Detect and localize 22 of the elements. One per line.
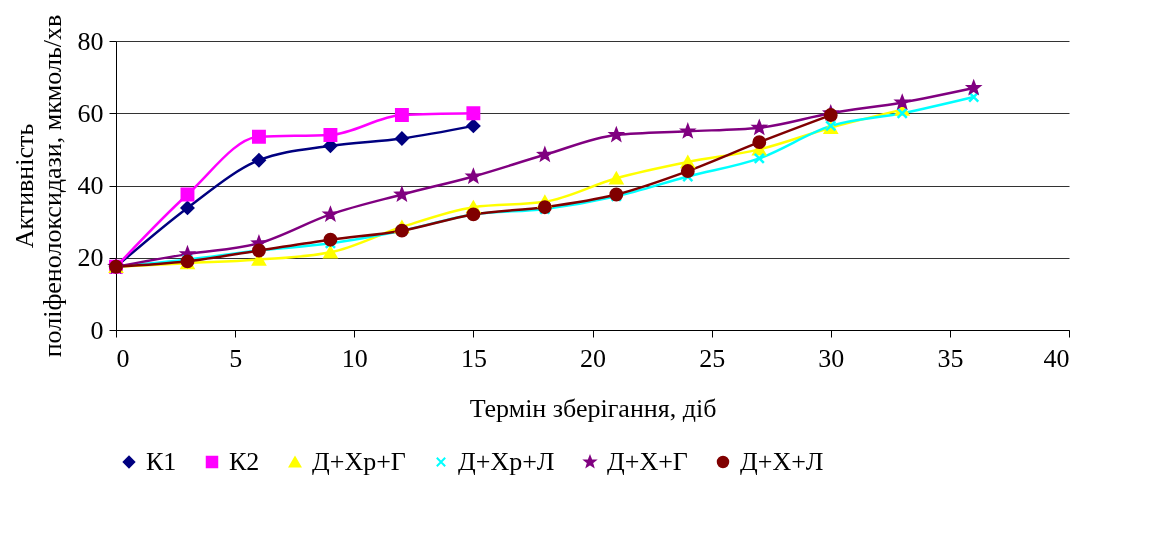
x-tick-label: 40 [1043, 343, 1070, 373]
legend-label: К2 [229, 447, 260, 476]
legend-label: Д+Х+Л [740, 447, 824, 476]
legend-label: Д+Хр+Г [312, 447, 406, 476]
x-tick-label: 5 [229, 343, 243, 373]
legend-label: Д+Хр+Л [458, 447, 555, 476]
legend-label: К1 [146, 447, 177, 476]
x-tick-label: 35 [937, 343, 964, 373]
x-axis-title: Термін зберігання, діб [469, 393, 717, 423]
x-tick-label: 10 [341, 343, 368, 373]
x-tick-label: 30 [818, 343, 845, 373]
y-tick-label: 20 [77, 243, 104, 273]
y-tick-label: 60 [77, 98, 104, 128]
y-tick-label: 0 [90, 315, 104, 345]
y-tick-label: 40 [77, 171, 104, 200]
x-tick-label: 15 [460, 343, 487, 373]
y-tick-label: 80 [77, 26, 104, 56]
y-axis-title: Активність поліфенолоксидази, мкмоль/хв [9, 14, 67, 358]
x-tick-label: 0 [116, 343, 130, 373]
x-tick-label: 25 [699, 343, 726, 373]
x-tick-label: 20 [580, 343, 606, 373]
legend-label: Д+Х+Г [607, 447, 688, 476]
